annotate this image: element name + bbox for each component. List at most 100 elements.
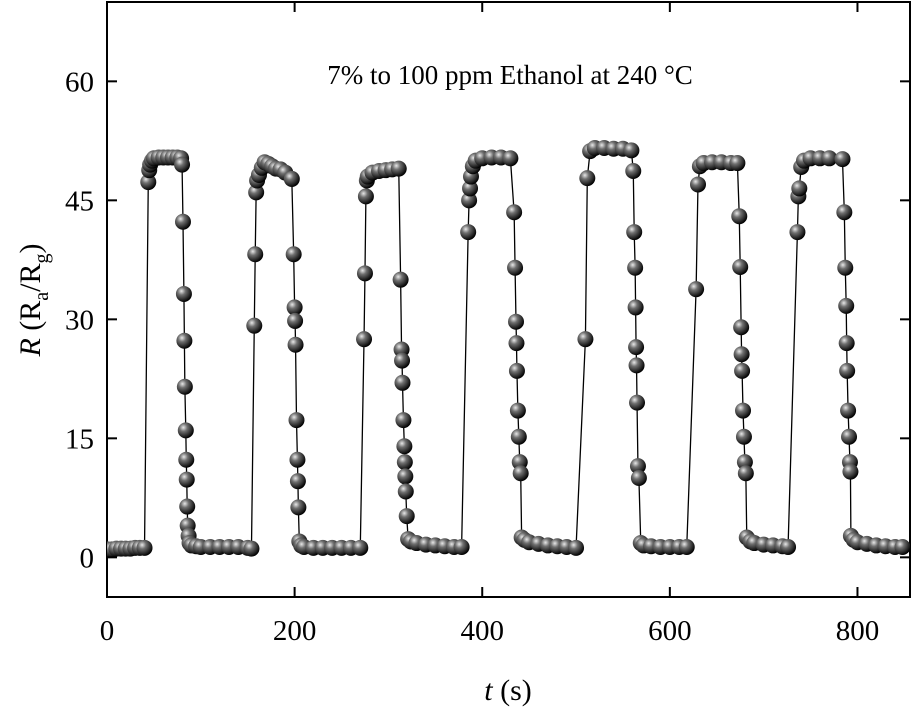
x-tick-label: 0 (100, 615, 115, 647)
data-point (174, 213, 191, 230)
data-point (838, 297, 855, 314)
x-tick-label: 800 (836, 615, 880, 647)
y-tick-label: 0 (80, 542, 95, 574)
data-point (462, 180, 479, 197)
y-tick-label: 30 (65, 304, 94, 336)
x-label-unit: (s) (493, 674, 532, 707)
data-point (688, 281, 705, 298)
y-label-sub: g (31, 253, 53, 263)
data-point (735, 402, 752, 419)
data-point (289, 451, 306, 468)
data-point (837, 259, 854, 276)
x-tick-label: 400 (460, 615, 504, 647)
y-tick-label: 45 (65, 185, 94, 217)
data-point (174, 156, 191, 173)
data-point (453, 539, 470, 556)
y-label-sub: a (31, 292, 53, 301)
data-point (506, 204, 523, 221)
data-point (502, 150, 519, 167)
data-point (791, 180, 808, 197)
data-point (461, 192, 478, 209)
data-point (625, 162, 642, 179)
data-point (626, 224, 643, 241)
data-point (395, 412, 412, 429)
data-point (175, 285, 192, 302)
data-point (352, 539, 369, 556)
data-point (732, 258, 749, 275)
data-point (507, 259, 524, 276)
data-point (731, 208, 748, 225)
data-point (841, 428, 858, 445)
data-point (356, 265, 373, 282)
data-point (512, 465, 529, 482)
data-point (247, 246, 264, 263)
data-point (396, 454, 413, 471)
data-point (508, 335, 525, 352)
data-point (838, 335, 855, 352)
data-point (834, 151, 851, 168)
data-point (628, 339, 645, 356)
y-tick-label: 15 (65, 423, 94, 455)
data-point (283, 170, 300, 187)
data-point (894, 539, 910, 556)
data-point (394, 374, 411, 391)
data-point (460, 224, 477, 241)
data-point (628, 357, 645, 374)
data-point (392, 271, 409, 288)
data-point (510, 428, 527, 445)
y-tick-label: 60 (65, 66, 94, 98)
data-point (629, 394, 646, 411)
data-point (579, 170, 596, 187)
data-point (780, 539, 797, 556)
data-point (288, 412, 305, 429)
data-line (107, 147, 903, 551)
y-label-part: ) (14, 243, 47, 253)
x-tick-label: 600 (648, 615, 692, 647)
x-axis-label: t (s) (484, 674, 532, 707)
data-point (176, 378, 193, 395)
chart-title: 7% to 100 ppm Ethanol at 240 °C (327, 60, 693, 90)
data-point (623, 142, 640, 159)
data-point (140, 174, 157, 191)
data-point (287, 312, 304, 329)
data-point (243, 540, 260, 557)
data-point (733, 346, 750, 363)
data-point (627, 299, 644, 316)
data-point (397, 468, 414, 485)
data-point (394, 352, 411, 369)
data-point (689, 176, 706, 193)
y-label-symbol: R (14, 338, 47, 357)
data-point (509, 402, 526, 419)
data-point (398, 508, 415, 525)
data-point (178, 451, 195, 468)
data-point (285, 246, 302, 263)
data-point (729, 155, 746, 172)
data-point (396, 438, 413, 455)
y-label-part: /R (14, 263, 47, 291)
data-point (179, 498, 196, 515)
data-point (287, 336, 304, 353)
data-point (286, 299, 303, 316)
data-point (356, 331, 373, 348)
data-point (176, 332, 193, 349)
data-point (136, 539, 153, 556)
data-point (842, 463, 859, 480)
data-point (390, 160, 407, 177)
plot-area (107, 139, 910, 558)
y-label-part: (R (14, 301, 47, 339)
data-point (290, 499, 307, 516)
data-point (246, 317, 263, 334)
data-point (508, 313, 525, 330)
data-point (177, 422, 194, 439)
x-tick-label: 200 (273, 615, 317, 647)
data-point (629, 458, 646, 475)
data-point (839, 362, 856, 379)
data-point (678, 539, 695, 556)
data-point (737, 465, 754, 482)
y-axis-label: R (Ra/Rg) (14, 243, 53, 357)
data-point (836, 204, 853, 221)
data-point (630, 470, 647, 486)
data-point (821, 150, 838, 167)
data-point (397, 483, 414, 500)
data-point (577, 331, 594, 348)
